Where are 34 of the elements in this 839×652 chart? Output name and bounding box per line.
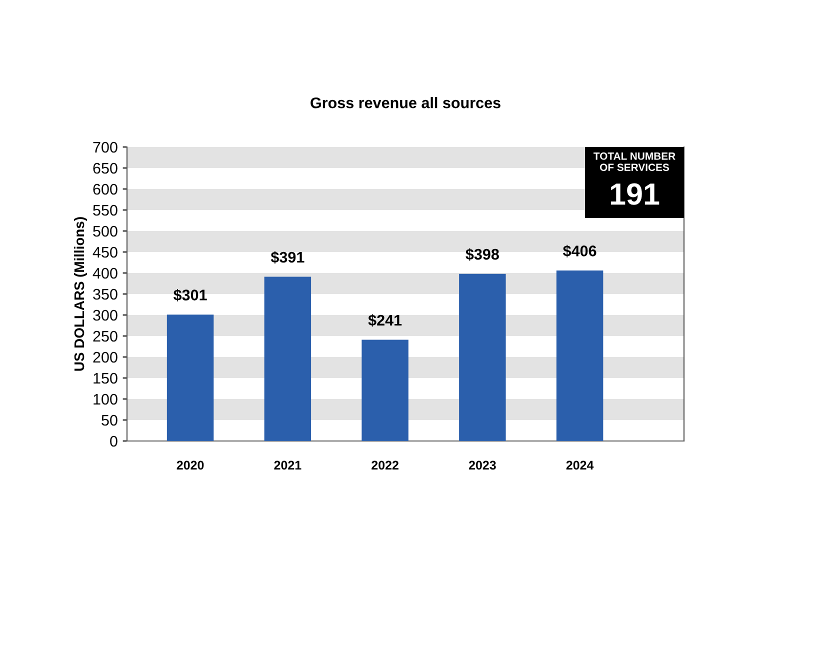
y-tick-label: 500 [93,226,118,237]
y-tick-label: 150 [94,372,118,384]
chart-title: Gross revenue all sources [310,97,500,108]
y-tick-label: 350 [93,288,118,300]
data-label: $301 [174,288,207,302]
y-tick-label: 300 [93,310,118,321]
y-tick-label: 400 [92,268,118,279]
data-label: $391 [270,251,304,264]
y-tick-label: 450 [92,246,118,258]
x-tick-label: 2020 [176,460,204,470]
bar [459,274,506,441]
y-tick-label: 550 [93,204,118,216]
x-tick-label: 2024 [566,460,594,470]
bar [166,314,214,441]
y-tick-label: 0 [110,436,118,447]
data-label: $406 [563,244,596,258]
data-label: $398 [466,248,499,261]
annotation: 191 [610,183,660,205]
y-axis-title: US DOLLARS (Millions) [74,217,87,371]
bar [556,270,604,441]
annotation: TOTAL NUMBER OF SERVICES [594,152,676,172]
bar [362,340,408,441]
y-tick-label: 600 [93,184,118,195]
y-tick-label: 50 [102,414,118,426]
y-tick-label: 650 [93,162,118,174]
data-label: $241 [368,314,402,327]
x-tick-label: 2023 [468,460,496,470]
y-tick-label: 700 [93,142,118,153]
y-tick-label: 250 [93,330,118,342]
y-tick-label: 200 [93,352,118,363]
x-tick-label: 2021 [274,460,302,470]
bar [264,276,312,441]
x-tick-label: 2022 [372,460,398,470]
y-tick-label: 100 [94,394,118,405]
